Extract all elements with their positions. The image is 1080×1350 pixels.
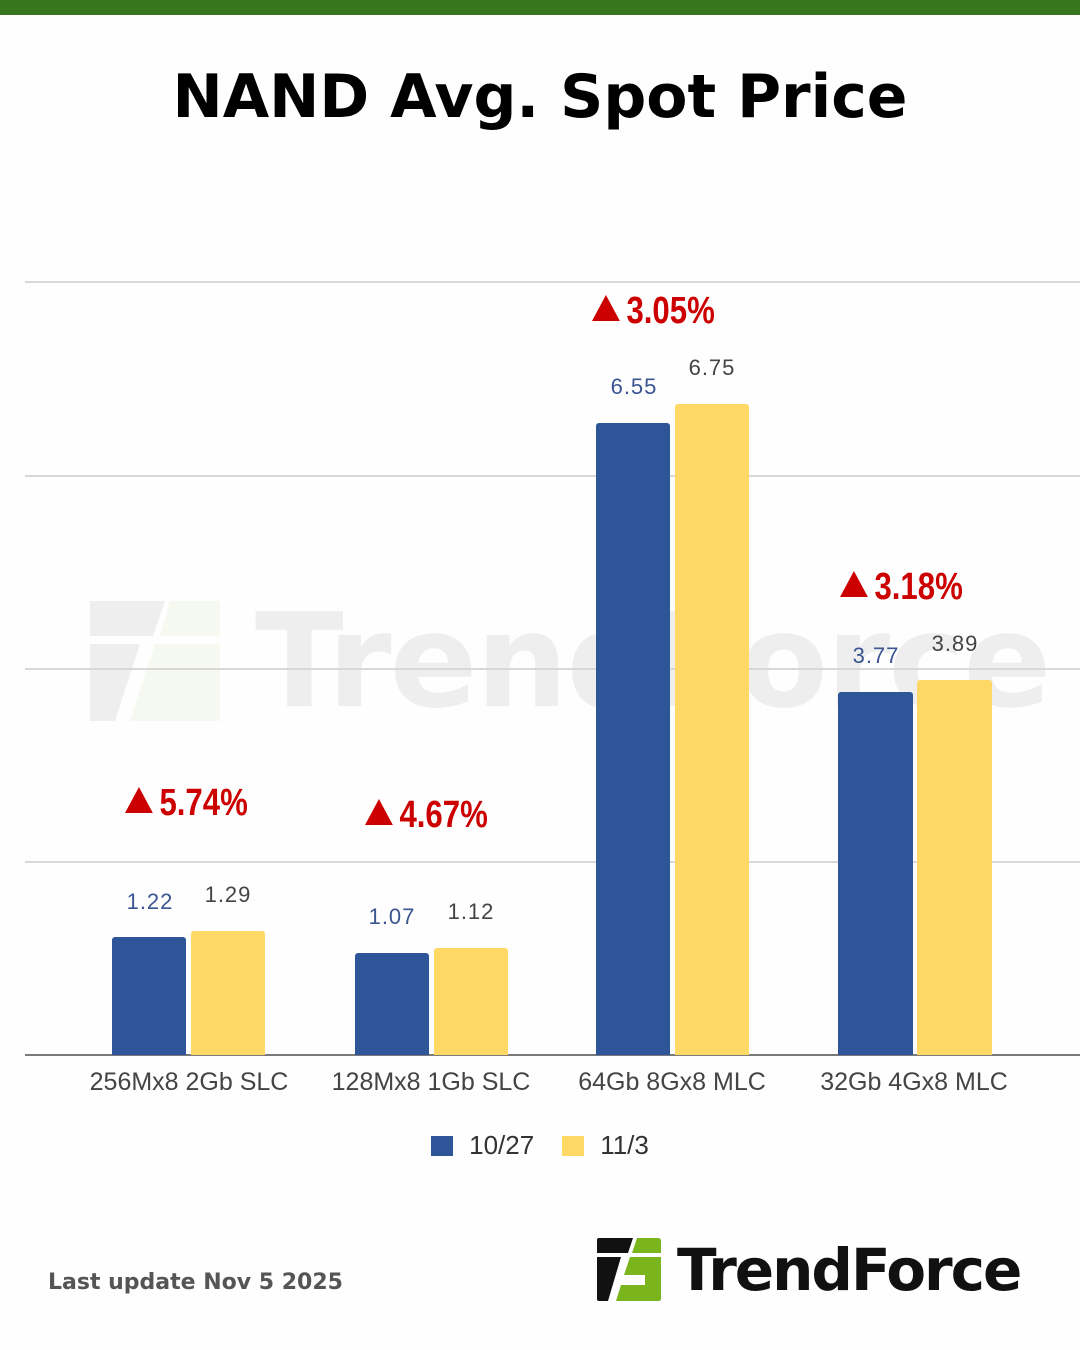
change-annotation-32Gb: 3.18% bbox=[840, 566, 963, 609]
up-triangle-icon bbox=[840, 571, 868, 597]
value-label: 1.07 bbox=[368, 904, 416, 929]
value-label: 3.89 bbox=[931, 631, 979, 656]
chart-title: NAND Avg. Spot Price bbox=[172, 62, 908, 132]
trendforce-logo: TrendForce bbox=[595, 1236, 1022, 1304]
bar-11-3-128Mx8 bbox=[434, 948, 508, 1055]
legend-item-10-27: 10/27 bbox=[431, 1130, 534, 1161]
x-axis-label: 64Gb 8Gx8 MLC bbox=[578, 1068, 766, 1096]
x-axis-label: 32Gb 4Gx8 MLC bbox=[820, 1068, 1008, 1096]
change-annotation-128Mx8: 4.67% bbox=[365, 794, 488, 837]
last-update-text: Last update Nov 5 2025 bbox=[48, 1270, 343, 1295]
bar-11-3-32Gb bbox=[917, 680, 992, 1055]
value-label: 6.55 bbox=[610, 374, 658, 399]
change-annotation-256Mx8: 5.74% bbox=[125, 782, 248, 825]
gridline-8 bbox=[25, 281, 1080, 283]
value-label: 1.29 bbox=[204, 882, 252, 907]
bar-10-27-64Gb bbox=[596, 423, 670, 1055]
up-triangle-icon bbox=[592, 295, 620, 321]
value-label: 3.77 bbox=[852, 643, 900, 668]
bar-10-27-128Mx8 bbox=[355, 953, 429, 1055]
value-label: 1.12 bbox=[447, 899, 495, 924]
legend-swatch-yellow bbox=[562, 1135, 585, 1156]
legend-item-11-3: 11/3 bbox=[562, 1130, 649, 1161]
change-annotation-64Gb: 3.05% bbox=[592, 290, 715, 333]
x-axis-label: 256Mx8 2Gb SLC bbox=[89, 1068, 289, 1096]
bar-10-27-32Gb bbox=[838, 692, 913, 1055]
value-label: 1.22 bbox=[126, 889, 174, 914]
x-axis-baseline bbox=[25, 1054, 1080, 1056]
gridline-2 bbox=[25, 861, 1080, 863]
bar-11-3-64Gb bbox=[675, 404, 749, 1055]
logo-wordmark: TrendForce bbox=[677, 1236, 1022, 1304]
x-axis-label: 128Mx8 1Gb SLC bbox=[331, 1068, 531, 1096]
value-label: 6.75 bbox=[688, 355, 736, 380]
up-triangle-icon bbox=[365, 799, 393, 825]
bar-10-27-256Mx8 bbox=[112, 937, 186, 1055]
gridline-6 bbox=[25, 475, 1080, 477]
trendforce-logo-icon bbox=[597, 1238, 661, 1301]
bar-11-3-256Mx8 bbox=[191, 931, 265, 1055]
legend-swatch-blue bbox=[431, 1135, 454, 1156]
up-triangle-icon bbox=[125, 787, 153, 813]
chart-legend: 10/27 11/3 bbox=[0, 1130, 1080, 1161]
top-accent-bar bbox=[0, 0, 1080, 15]
gridline-4 bbox=[25, 668, 1080, 670]
